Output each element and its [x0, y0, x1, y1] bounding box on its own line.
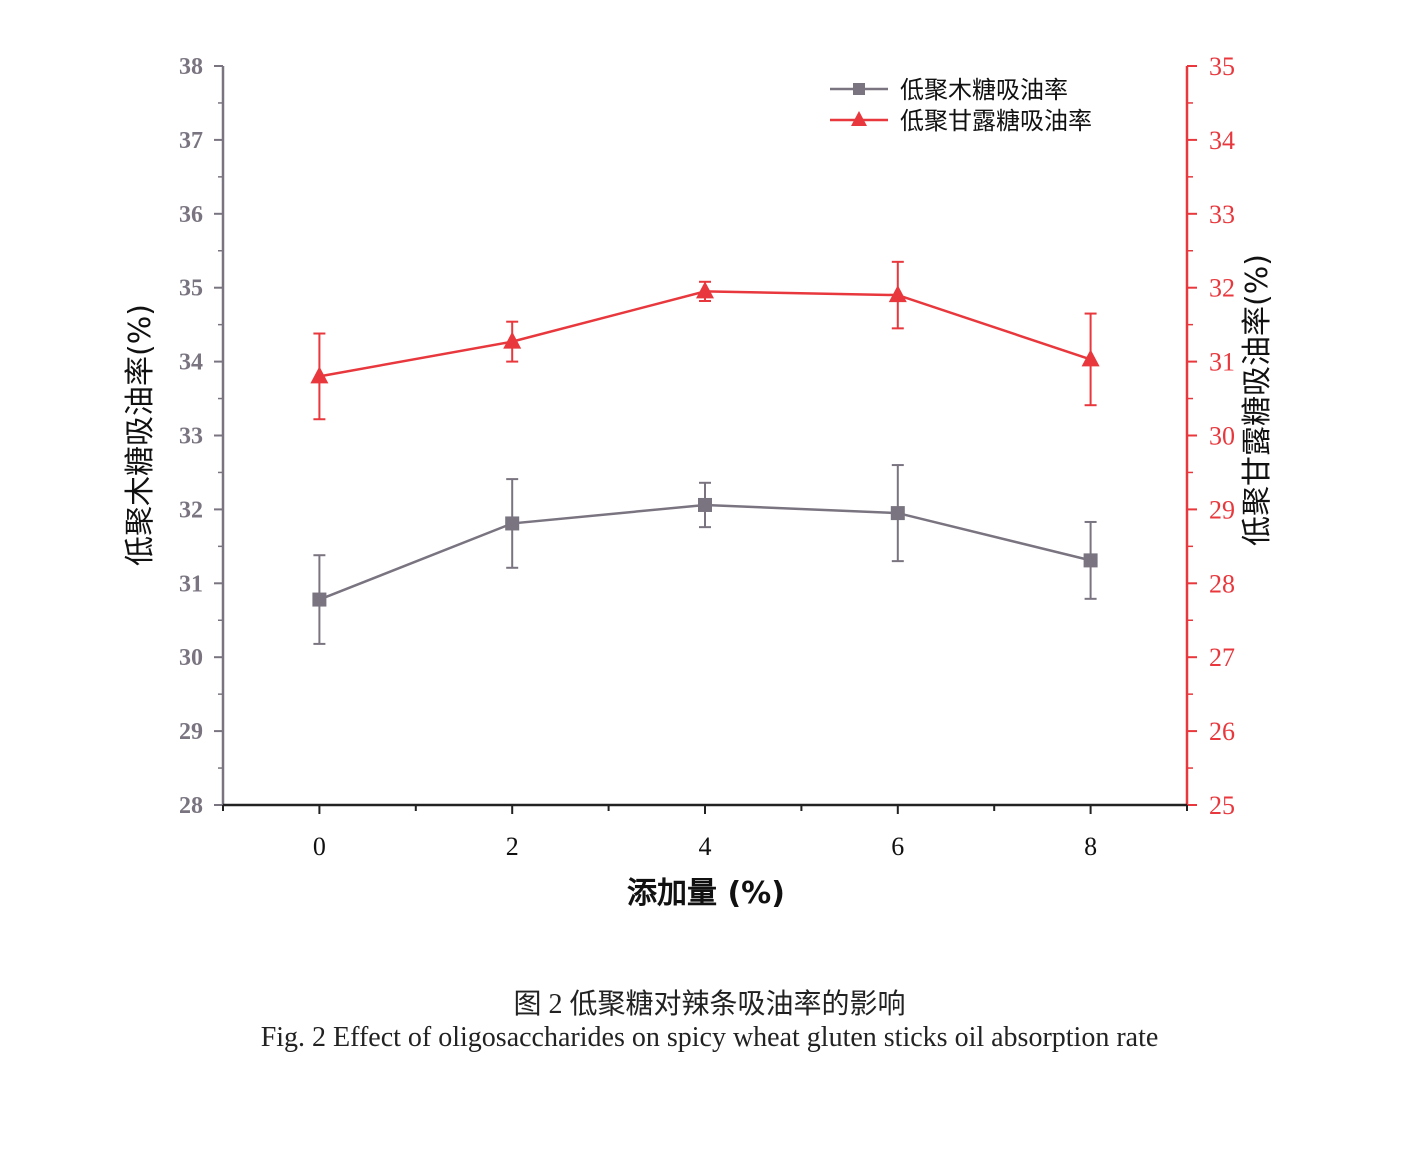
y-right-tick-label: 34	[1209, 126, 1235, 155]
series-line	[319, 290, 1091, 378]
y-left-tick-label: 28	[179, 793, 203, 819]
legend-marker-square	[853, 83, 865, 95]
data-point-triangle	[888, 285, 907, 303]
y-right-tick-label: 28	[1209, 569, 1235, 598]
legend-item: 低聚甘露糖吸油率	[830, 107, 1092, 135]
y-left-tick-label: 37	[179, 128, 203, 154]
y-right-tick-label: 32	[1209, 274, 1235, 303]
y-left-tick-label: 31	[179, 571, 203, 597]
series-manno-oligosaccharide	[310, 260, 1100, 421]
y-left-tick-label: 33	[179, 424, 203, 450]
data-point-triangle	[310, 366, 329, 384]
y-left-tick-label: 30	[179, 645, 203, 671]
figure-caption-chinese: 图 2 低聚糖对辣条吸油率的影响	[513, 989, 906, 1020]
legend-marker-triangle	[851, 111, 867, 126]
y-right-tick-label: 30	[1209, 422, 1235, 451]
series-layer	[310, 260, 1100, 645]
y-left-tick-label: 34	[179, 350, 203, 376]
y-left-tick-label: 32	[179, 497, 203, 523]
y-right-tick-label: 35	[1209, 52, 1235, 81]
y-right-tick-label: 25	[1209, 791, 1235, 820]
y-axis-left-title: 低聚木糖吸油率(%)	[123, 304, 158, 566]
figure-caption-english: Fig. 2 Effect of oligosaccharides on spi…	[260, 1022, 1159, 1053]
legend-label: 低聚木糖吸油率	[900, 76, 1068, 104]
data-point-square	[312, 592, 327, 607]
x-tick-label: 8	[1084, 832, 1097, 861]
y-right-tick-label: 29	[1209, 495, 1235, 524]
data-point-square	[1083, 553, 1098, 568]
x-tick-label: 6	[891, 832, 904, 861]
y-left-tick-label: 29	[179, 719, 203, 745]
y-right-tick-label: 33	[1209, 200, 1235, 229]
y-left-tick-label: 36	[179, 202, 203, 228]
data-point-triangle	[696, 281, 714, 299]
y-axis-right-title: 低聚甘露糖吸油率(%)	[1240, 254, 1275, 546]
data-point-square	[505, 516, 520, 531]
data-point-square	[698, 497, 712, 512]
x-tick-label: 4	[699, 832, 712, 861]
axis-titles: 添加量 (%) 低聚木糖吸油率(%) 低聚甘露糖吸油率(%)	[123, 254, 1275, 911]
data-point-triangle	[503, 331, 522, 349]
y-right-tick-label: 27	[1209, 643, 1235, 672]
axes: 2829303132333435363738252627282930313233…	[179, 52, 1235, 861]
x-tick-label: 2	[506, 832, 519, 861]
y-right-tick-label: 31	[1209, 348, 1235, 377]
x-tick-label: 0	[313, 832, 326, 861]
data-point-triangle	[1081, 349, 1100, 367]
legend-label: 低聚甘露糖吸油率	[900, 107, 1092, 135]
y-right-tick-label: 26	[1209, 717, 1235, 746]
data-point-square	[890, 506, 905, 521]
legend-item: 低聚木糖吸油率	[830, 76, 1068, 104]
y-left-tick-label: 38	[179, 54, 203, 80]
x-axis-title: 添加量 (%)	[627, 876, 785, 911]
y-left-tick-label: 35	[179, 276, 203, 302]
series-xylo-oligosaccharide	[312, 464, 1098, 645]
